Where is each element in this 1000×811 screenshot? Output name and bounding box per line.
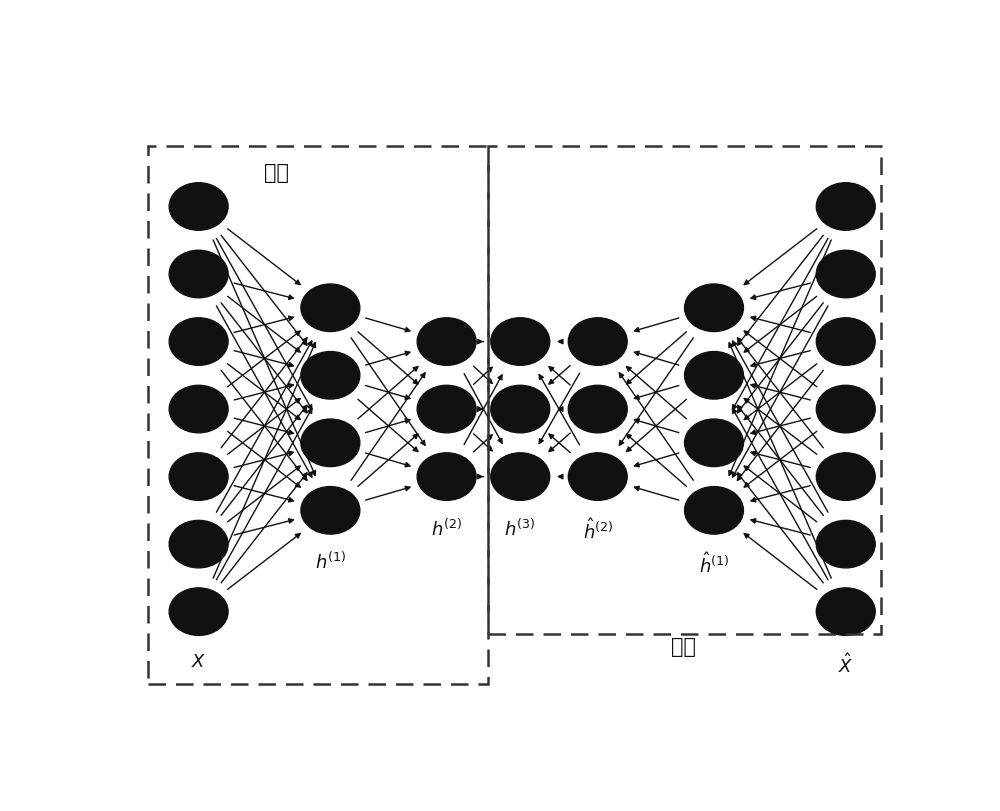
Circle shape (169, 588, 228, 636)
Text: 解码: 解码 (670, 637, 696, 656)
Circle shape (568, 453, 627, 500)
Circle shape (301, 352, 360, 400)
Circle shape (568, 386, 627, 433)
Text: $h^{(3)}$: $h^{(3)}$ (504, 517, 536, 539)
Circle shape (169, 521, 228, 569)
Circle shape (301, 285, 360, 333)
Circle shape (169, 251, 228, 298)
Circle shape (685, 487, 743, 534)
Circle shape (685, 352, 743, 400)
Circle shape (491, 453, 550, 500)
Circle shape (301, 487, 360, 534)
Circle shape (568, 319, 627, 366)
Circle shape (417, 319, 476, 366)
Circle shape (301, 419, 360, 467)
Circle shape (816, 386, 875, 433)
Circle shape (816, 521, 875, 569)
Circle shape (816, 183, 875, 231)
Text: $h^{(2)}$: $h^{(2)}$ (431, 517, 462, 539)
Text: $\hat{X}$: $\hat{X}$ (838, 653, 853, 676)
Circle shape (169, 386, 228, 433)
Circle shape (169, 319, 228, 366)
Circle shape (685, 419, 743, 467)
Circle shape (417, 386, 476, 433)
Circle shape (491, 319, 550, 366)
Circle shape (169, 453, 228, 500)
Circle shape (685, 285, 743, 333)
Text: $X$: $X$ (191, 653, 206, 671)
Circle shape (491, 386, 550, 433)
Text: 编码: 编码 (264, 163, 289, 182)
Text: $\hat{h}^{(2)}$: $\hat{h}^{(2)}$ (583, 517, 613, 543)
Circle shape (417, 453, 476, 500)
Bar (488, 148, 881, 634)
Circle shape (816, 251, 875, 298)
Text: $\hat{h}^{(1)}$: $\hat{h}^{(1)}$ (699, 551, 729, 576)
Circle shape (816, 588, 875, 636)
Circle shape (169, 183, 228, 231)
Bar (148, 148, 488, 684)
Circle shape (816, 319, 875, 366)
Text: $h^{(1)}$: $h^{(1)}$ (315, 551, 346, 573)
Circle shape (816, 453, 875, 500)
